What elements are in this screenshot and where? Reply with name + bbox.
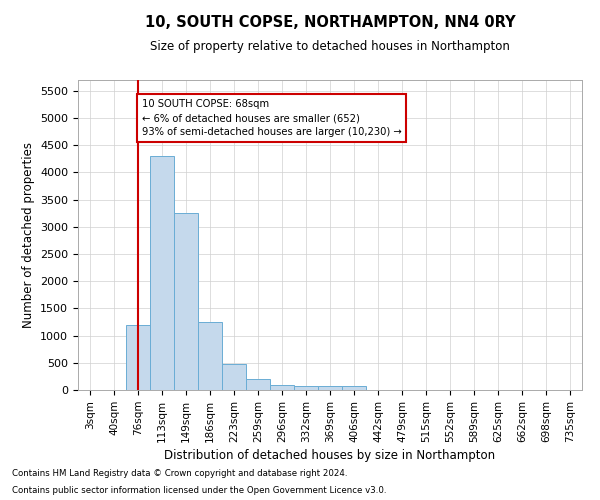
Text: 10, SOUTH COPSE, NORTHAMPTON, NN4 0RY: 10, SOUTH COPSE, NORTHAMPTON, NN4 0RY bbox=[145, 15, 515, 30]
Bar bbox=[342, 386, 366, 390]
Bar bbox=[174, 213, 198, 390]
Text: 10 SOUTH COPSE: 68sqm
← 6% of detached houses are smaller (652)
93% of semi-deta: 10 SOUTH COPSE: 68sqm ← 6% of detached h… bbox=[142, 99, 401, 137]
Bar bbox=[222, 364, 246, 390]
Bar bbox=[318, 386, 342, 390]
X-axis label: Distribution of detached houses by size in Northampton: Distribution of detached houses by size … bbox=[164, 449, 496, 462]
Bar bbox=[126, 324, 150, 390]
Bar bbox=[246, 379, 270, 390]
Text: Contains HM Land Registry data © Crown copyright and database right 2024.: Contains HM Land Registry data © Crown c… bbox=[12, 468, 347, 477]
Bar bbox=[150, 156, 174, 390]
Bar bbox=[198, 322, 222, 390]
Text: Size of property relative to detached houses in Northampton: Size of property relative to detached ho… bbox=[150, 40, 510, 53]
Y-axis label: Number of detached properties: Number of detached properties bbox=[22, 142, 35, 328]
Bar bbox=[294, 386, 318, 390]
Bar bbox=[270, 384, 294, 390]
Text: Contains public sector information licensed under the Open Government Licence v3: Contains public sector information licen… bbox=[12, 486, 386, 495]
